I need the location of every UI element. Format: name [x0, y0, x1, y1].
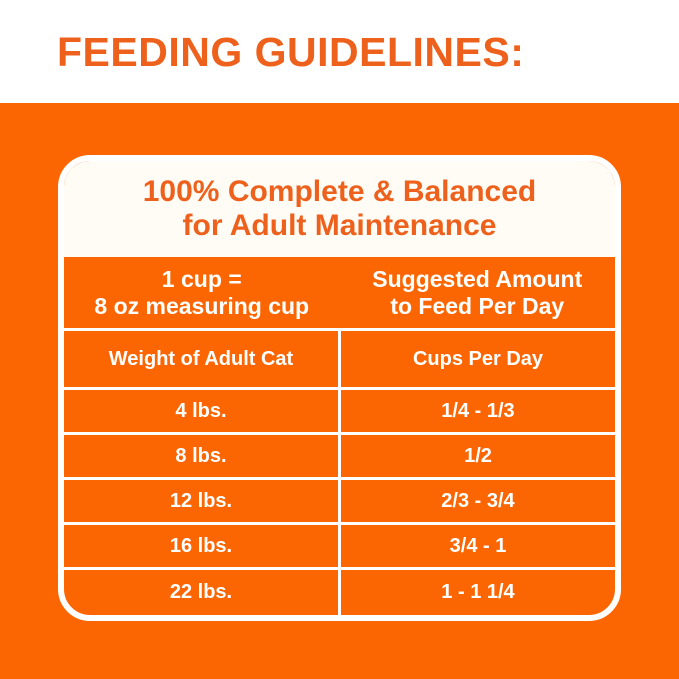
cups-cell: 1/4 - 1/3	[441, 399, 515, 422]
cup-measure-note-line2: 8 oz measuring cup	[94, 292, 310, 319]
column-header-cups: Cups Per Day	[412, 347, 544, 370]
suggested-amount-note: Suggested Amount to Feed Per Day	[340, 257, 616, 328]
weight-cell: 22 lbs.	[64, 570, 341, 615]
table-row: 16 lbs. 3/4 - 1	[64, 525, 615, 570]
cups-cell: 3/4 - 1	[449, 534, 507, 557]
panel-heading-line1: 100% Complete & Balanced	[142, 175, 537, 208]
table-row: 12 lbs. 2/3 - 3/4	[64, 480, 615, 525]
table-row: 8 lbs. 1/2	[64, 435, 615, 480]
column-header-weight: Weight of Adult Cat	[64, 331, 341, 387]
feeding-table-panel: 100% Complete & Balanced for Adult Maint…	[58, 155, 621, 621]
weight-cell: 8 lbs.	[64, 435, 341, 477]
orange-background: 100% Complete & Balanced for Adult Maint…	[0, 103, 679, 679]
cups-cell: 2/3 - 3/4	[441, 489, 515, 512]
weight-cell: 16 lbs.	[64, 525, 341, 567]
panel-heading-line2: for Adult Maintenance	[182, 209, 497, 242]
page-title: FEEDING GUIDELINES:	[57, 29, 525, 75]
suggested-amount-line2: to Feed Per Day	[390, 292, 565, 319]
cups-cell: 1 - 1 1/4	[441, 581, 515, 603]
cup-measure-note-line1: 1 cup =	[161, 265, 242, 292]
info-band: 1 cup = 8 oz measuring cup Suggested Amo…	[64, 257, 615, 331]
weight-cell: 12 lbs.	[64, 480, 341, 522]
cup-measure-note: 1 cup = 8 oz measuring cup	[64, 257, 340, 328]
column-header-row: Weight of Adult Cat Cups Per Day	[64, 331, 615, 390]
panel-heading: 100% Complete & Balanced for Adult Maint…	[64, 161, 615, 257]
title-bar: FEEDING GUIDELINES:	[0, 0, 679, 103]
cups-cell: 1/2	[464, 444, 492, 467]
table-row: 4 lbs. 1/4 - 1/3	[64, 390, 615, 435]
suggested-amount-line1: Suggested Amount	[372, 265, 583, 292]
table-row: 22 lbs. 1 - 1 1/4	[64, 570, 615, 615]
weight-cell: 4 lbs.	[64, 390, 341, 432]
